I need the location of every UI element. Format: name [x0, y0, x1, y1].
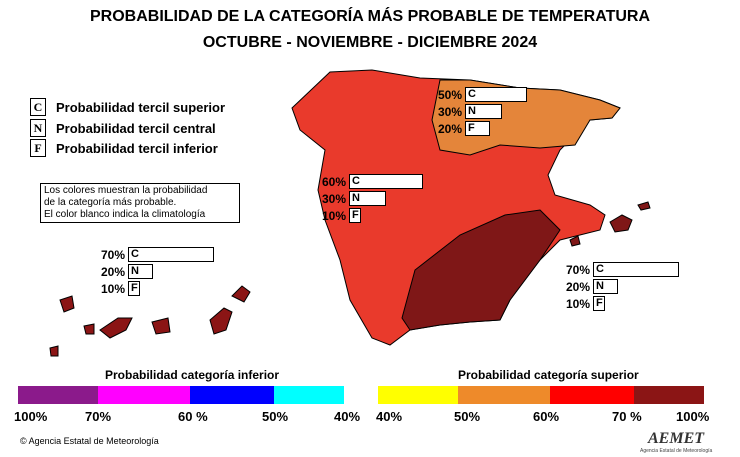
pct-f: 10% [100, 281, 125, 296]
pct-c: 70% [565, 262, 590, 277]
scale-lower-tick-3: 60 % [178, 409, 208, 424]
note-line-2: de la categoría más probable. [44, 197, 177, 208]
scale-segment [458, 386, 550, 404]
ibiza [569, 235, 581, 247]
scale-lower-tick-2: 70% [85, 409, 112, 424]
bar-c: C [593, 262, 679, 277]
legend-n-box: N [30, 119, 46, 137]
scale-segment [634, 386, 704, 404]
legend-f-label: Probabilidad tercil inferior [56, 140, 218, 156]
note-line-3: El color blanco indica la climatología [44, 209, 206, 220]
pct-n: 20% [565, 279, 590, 294]
canary-island-1 [99, 317, 133, 339]
legend-f-box: F [30, 139, 46, 157]
prob-box-north: 50% C 30% N 20% F [432, 86, 527, 137]
legend-row-n: N Probabilidad tercil central [30, 119, 216, 137]
pct-n: 20% [100, 264, 125, 279]
mallorca [609, 214, 633, 233]
scale-upper [378, 386, 704, 404]
legend-row-f: F Probabilidad tercil inferior [30, 139, 218, 157]
scale-upper-tick-2: 50% [454, 409, 481, 424]
bar-c: C [465, 87, 527, 102]
canary-island-7 [49, 345, 59, 357]
bar-f: F [593, 296, 605, 311]
color-note: Los colores muestran la probabilidad de … [40, 183, 240, 223]
scale-lower-tick-5: 40% [334, 409, 361, 424]
scale-lower-tick-4: 50% [262, 409, 289, 424]
aemet-logo-subtitle: Agencia Estatal de Meteorología [640, 448, 713, 454]
scale-lower [18, 386, 344, 404]
scale-upper-tick-1: 40% [376, 409, 403, 424]
southeast-zone [401, 209, 561, 331]
map-title: PROBABILIDAD DE LA CATEGORÍA MÁS PROBABL… [90, 8, 650, 25]
canary-island-3 [151, 317, 171, 335]
bar-n: N [465, 104, 502, 119]
bar-n: N [593, 279, 618, 294]
bar-f: F [465, 121, 490, 136]
prob-box-canary: 70% C 20% N 10% F [95, 246, 214, 297]
bar-n: N [349, 191, 386, 206]
pct-c: 70% [100, 247, 125, 262]
pct-f: 20% [437, 121, 462, 136]
canary-island-5 [231, 285, 251, 303]
canary-island-4 [209, 307, 233, 335]
bar-c: C [349, 174, 423, 189]
scale-lower-title: Probabilidad categoría inferior [105, 368, 280, 382]
scale-segment [550, 386, 634, 404]
bar-f: F [128, 281, 140, 296]
scale-upper-title: Probabilidad categoría superior [458, 368, 639, 382]
bar-f: F [349, 208, 361, 223]
pct-n: 30% [437, 104, 462, 119]
note-line-1: Los colores muestran la probabilidad [44, 185, 208, 196]
legend-c-label: Probabilidad tercil superior [56, 99, 226, 115]
pct-n: 30% [321, 191, 346, 206]
pct-f: 10% [565, 296, 590, 311]
map-subtitle: OCTUBRE - NOVIEMBRE - DICIEMBRE 2024 [202, 34, 538, 51]
scale-segment [98, 386, 190, 404]
copyright-footer: © Agencia Estatal de Meteorología [20, 436, 159, 446]
menorca [637, 201, 651, 211]
bar-c: C [128, 247, 214, 262]
aemet-logo: AEMET [648, 430, 705, 447]
bar-n: N [128, 264, 153, 279]
scale-upper-tick-5: 100% [676, 409, 710, 424]
pct-f: 10% [321, 208, 346, 223]
pct-c: 60% [321, 174, 346, 189]
pct-c: 50% [437, 87, 462, 102]
prob-box-center: 60% C 30% N 10% F [316, 173, 423, 224]
scale-segment [274, 386, 344, 404]
legend-n-label: Probabilidad tercil central [56, 120, 216, 136]
scale-segment [18, 386, 98, 404]
legend-row-c: C Probabilidad tercil superior [30, 98, 225, 116]
canary-island-6 [83, 323, 95, 335]
prob-box-southeast: 70% C 20% N 10% F [560, 261, 679, 312]
scale-upper-tick-4: 70 % [612, 409, 642, 424]
scale-upper-tick-3: 60% [533, 409, 560, 424]
legend-c-box: C [30, 98, 46, 116]
canary-island-2 [59, 295, 75, 313]
scale-lower-tick-1: 100% [14, 409, 48, 424]
scale-segment [378, 386, 458, 404]
scale-segment [190, 386, 274, 404]
